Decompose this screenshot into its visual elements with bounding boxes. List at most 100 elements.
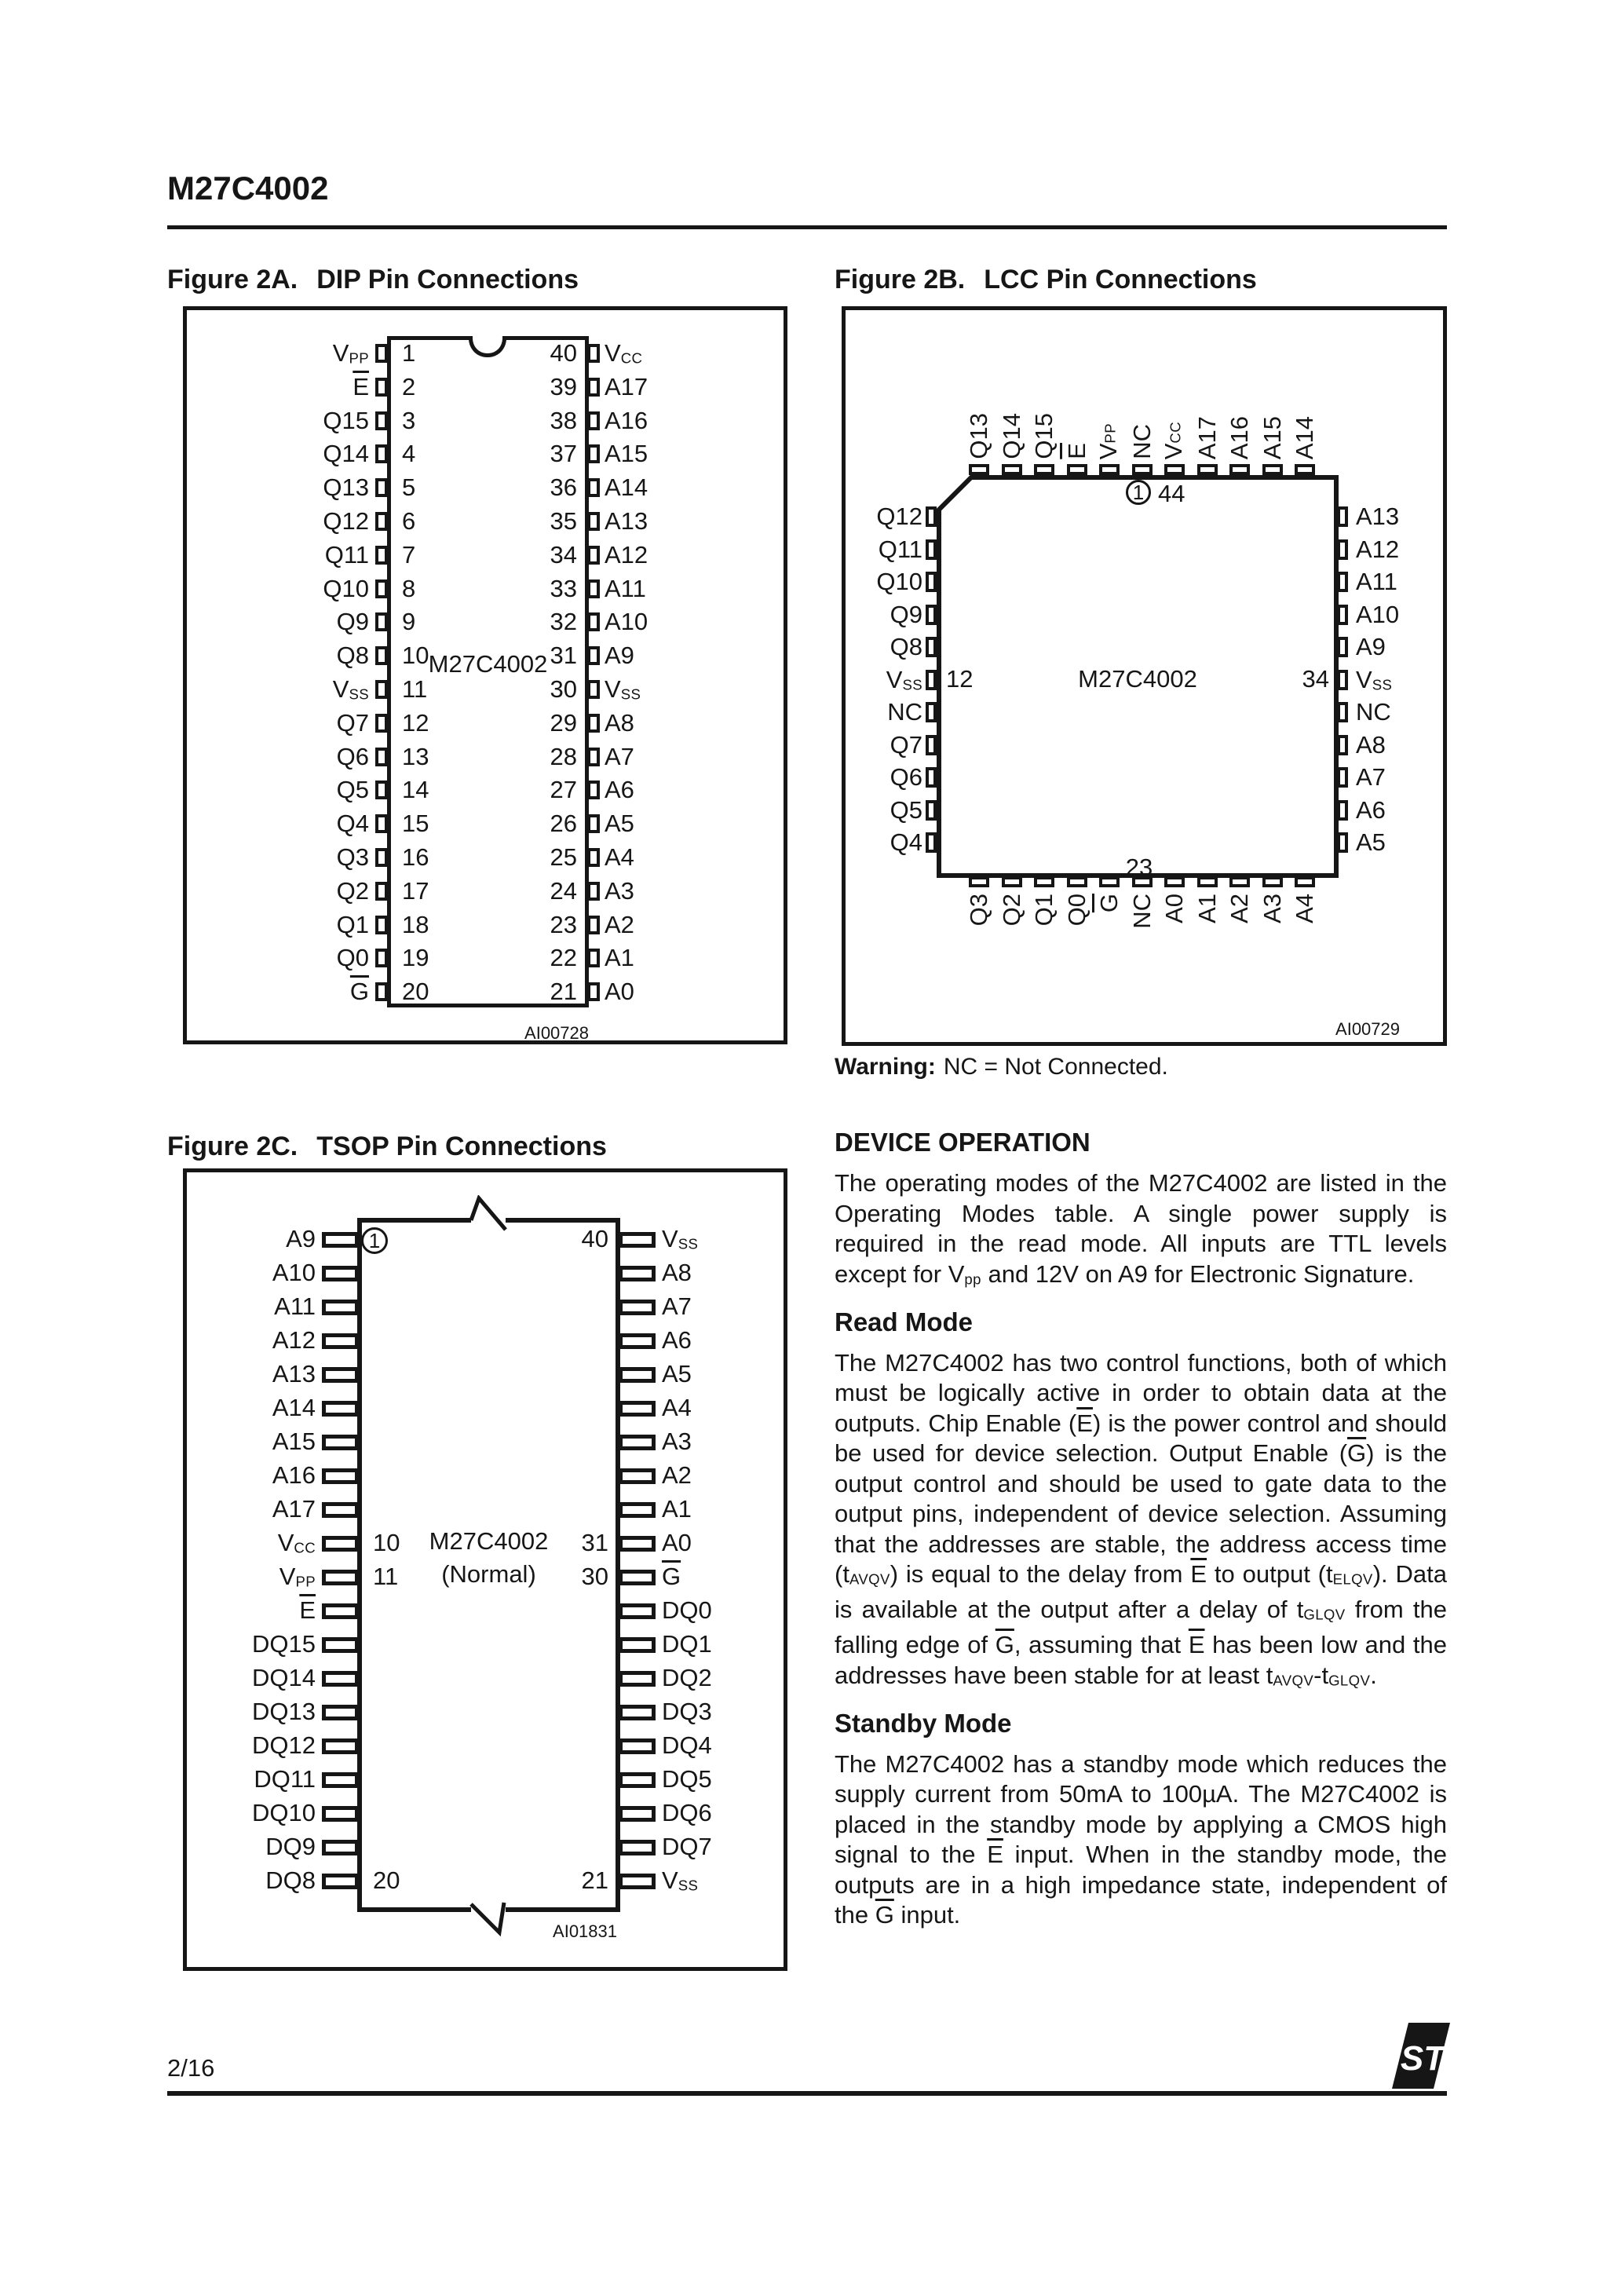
st-logo: ST	[1392, 2023, 1450, 2089]
tsop-left-pin-stub	[322, 1300, 359, 1315]
lcc-right-pin-label: A5	[1356, 828, 1386, 856]
dip-left-pin-label: Q12	[323, 507, 369, 535]
subscript: PP	[349, 349, 369, 367]
dip-right-pin-number: 26	[550, 810, 577, 838]
figure-2b-caption: LCC Pin Connections	[984, 265, 1257, 294]
dip-left-pin-label: Q7	[336, 708, 369, 737]
lcc-top-pin-label: E	[1062, 443, 1090, 459]
lcc-bottom-pin-label: A4	[1291, 894, 1318, 923]
dip-right-pin-number: 24	[550, 876, 577, 905]
dip-left-pin-stub	[375, 545, 388, 565]
dip-right-pin-number: 30	[550, 675, 577, 703]
tsop-right-pin-label: A6	[662, 1326, 692, 1354]
tsop-right-pin-stub	[619, 1705, 656, 1720]
lcc-top-pin-label: Q15	[1030, 413, 1058, 459]
subscript: AVQV	[1273, 1672, 1314, 1689]
lcc-right-pin-stub	[1337, 799, 1348, 821]
dip-right-pin-label: A0	[605, 978, 634, 1006]
lcc-bottom-pin-label: Q3	[965, 894, 992, 927]
lcc-left-pin-label: Q4	[890, 828, 922, 856]
lcc-package-body	[937, 475, 1339, 878]
dip-left-pin-number: 16	[402, 843, 429, 871]
lcc-bottom-pin-label: A1	[1193, 894, 1221, 923]
lcc-right-pin-label: A6	[1356, 795, 1386, 824]
tsop-diagram: A9 40 VSS A10 A8 A11 A7 A12 A6 A13 A5 A14 A4 A15 A3 A16…	[187, 1172, 784, 1967]
tsop-right-pin-stub	[619, 1603, 656, 1619]
tsop-left-pin-label: DQ10	[252, 1799, 316, 1826]
tsop-left-pin-stub	[322, 1840, 359, 1855]
tsop-right-pin-stub	[619, 1333, 656, 1349]
tsop-right-pin-stub	[619, 1570, 656, 1585]
lcc-right-pin-stub	[1337, 669, 1348, 690]
dip-right-pin-label: A13	[605, 507, 648, 535]
dip-right-pin-number: 36	[550, 473, 577, 502]
lcc-right-pin-stub	[1337, 767, 1348, 788]
tsop-left-pin-label: DQ15	[252, 1630, 316, 1658]
dip-right-pin-stub	[587, 344, 600, 363]
dip-left-pin-label: Q15	[323, 406, 369, 434]
lcc-chip-name: M27C4002	[1078, 665, 1197, 693]
tsop-right-pin-stub	[619, 1738, 656, 1754]
dip-left-pin-stub	[375, 411, 388, 430]
subscript: PP	[295, 1573, 316, 1590]
tsop-left-pin-stub	[322, 1333, 359, 1349]
tsop-left-pin-number: 10	[373, 1529, 400, 1556]
dip-right-pin-stub	[587, 814, 600, 834]
dip-right-pin-stub	[587, 680, 600, 699]
dip-left-pin-stub	[375, 444, 388, 464]
figure-2b-frame: Q13 Q3 Q14 Q2 Q15 Q1 E Q0 VPP G NC NC VCC A0 A17 A1 A16 A…	[842, 306, 1447, 1046]
dip-left-pin-label: Q3	[336, 843, 369, 871]
dip-left-pin-number: 17	[402, 876, 429, 905]
tsop-left-pin-label: A17	[272, 1495, 316, 1523]
dip-right-pin-stub	[587, 612, 600, 632]
dip-right-pin-label: A16	[605, 406, 648, 434]
overline-signal: E	[1062, 443, 1090, 459]
lcc-left-pin-stub	[926, 637, 937, 657]
dip-left-pin-number: 10	[402, 642, 429, 670]
tsop-left-pin-label: DQ9	[265, 1833, 316, 1860]
dip-left-pin-stub	[375, 512, 388, 531]
tsop-right-pin-label: A7	[662, 1292, 692, 1320]
dip-left-pin-number: 19	[402, 944, 429, 972]
tsop-chip-subname: (Normal)	[441, 1560, 536, 1588]
figure-2c-frame: A9 40 VSS A10 A8 A11 A7 A12 A6 A13 A5 A14 A4 A15 A3 A16…	[183, 1168, 787, 1971]
lcc-top-pin-stub	[1196, 464, 1218, 475]
lcc-left-pin-label: Q11	[878, 535, 922, 563]
lcc-bottom-pin-label-wrap: G	[1092, 894, 1127, 1011]
tsop-right-pin-stub	[619, 1401, 656, 1417]
tsop-right-pin-label: A4	[662, 1394, 692, 1421]
tsop-right-pin-label: VSS	[662, 1866, 699, 1894]
lcc-pin34-number: 34	[1302, 665, 1329, 693]
dip-left-pin-number: 9	[402, 608, 416, 636]
tsop-left-pin-stub	[322, 1536, 359, 1552]
subscript: GLQV	[1303, 1606, 1346, 1623]
lcc-bottom-pin-label: Q0	[1062, 894, 1090, 927]
lcc-bottom-pin-label-wrap: A0	[1157, 894, 1192, 1011]
subscript: SS	[620, 686, 641, 703]
lcc-bottom-pin-stub	[1131, 876, 1153, 887]
lcc-bottom-pin-label-wrap: Q1	[1027, 894, 1061, 1011]
dip-left-pin-label: VSS	[332, 675, 369, 703]
overline-signal: E	[987, 1841, 1003, 1869]
dip-left-pin-number: 7	[402, 540, 416, 569]
tsop-left-pin-label: A11	[274, 1292, 316, 1320]
dip-left-pin-number: 20	[402, 978, 429, 1006]
dip-right-pin-stub	[587, 747, 600, 766]
dip-right-pin-label: A4	[605, 843, 634, 871]
tsop-right-pin-label: A2	[662, 1461, 692, 1489]
tsop-left-pin-label: A16	[272, 1461, 316, 1489]
tsop-right-pin-stub	[619, 1840, 656, 1855]
dip-right-pin-stub	[587, 915, 600, 934]
dip-left-pin-label: Q10	[323, 574, 369, 602]
tsop-right-pin-stub	[619, 1637, 656, 1653]
dip-right-pin-label: A8	[605, 708, 634, 737]
dip-right-pin-stub	[587, 713, 600, 733]
lcc-bottom-pin-label: A2	[1226, 894, 1253, 923]
lcc-left-pin-stub	[926, 506, 937, 527]
lcc-top-pin-label: Q13	[965, 413, 992, 459]
lcc-top-pin-label-wrap: E	[1060, 342, 1094, 459]
lcc-left-pin-stub	[926, 572, 937, 592]
tsop-right-pin-label: A5	[662, 1360, 692, 1387]
dip-left-pin-stub	[375, 579, 388, 598]
subscript: PP	[1101, 422, 1119, 444]
